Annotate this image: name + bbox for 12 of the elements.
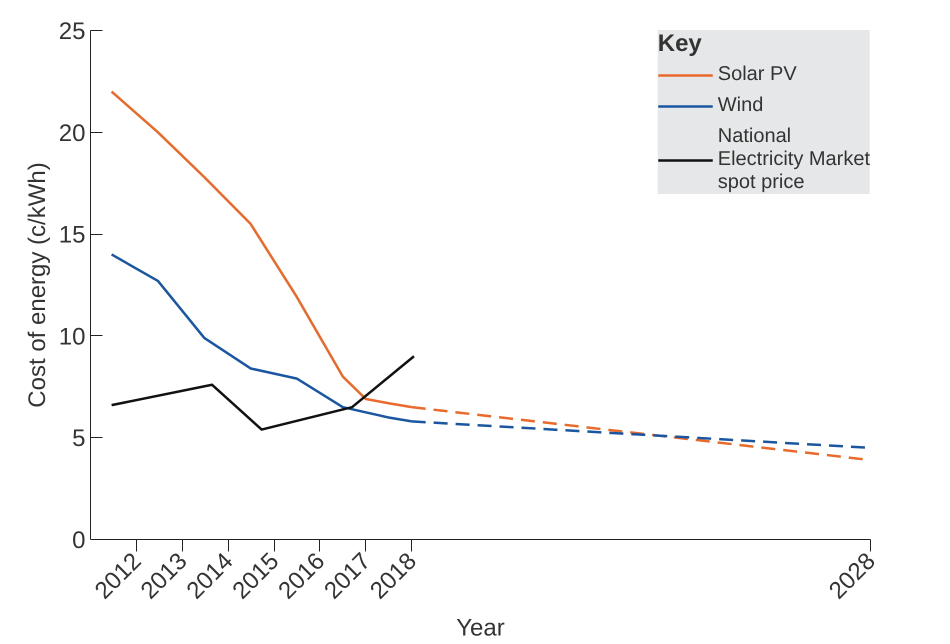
- y-tick-label: 20: [58, 120, 86, 147]
- y-tick-label: 0: [72, 527, 86, 554]
- legend-label: Solar PV: [718, 63, 797, 86]
- x-axis-title: Year: [456, 614, 505, 642]
- y-tick-label: 15: [58, 222, 86, 249]
- y-tick-label: 25: [58, 18, 86, 45]
- y-axis-title: Cost of energy (c/kWh): [24, 162, 51, 408]
- y-tick-label: 10: [58, 323, 86, 350]
- legend-label: National Electricity Market spot price: [718, 125, 870, 194]
- y-tick-label: 5: [72, 425, 86, 452]
- legend-label: Wind: [718, 94, 764, 117]
- legend-title: Key: [658, 30, 703, 58]
